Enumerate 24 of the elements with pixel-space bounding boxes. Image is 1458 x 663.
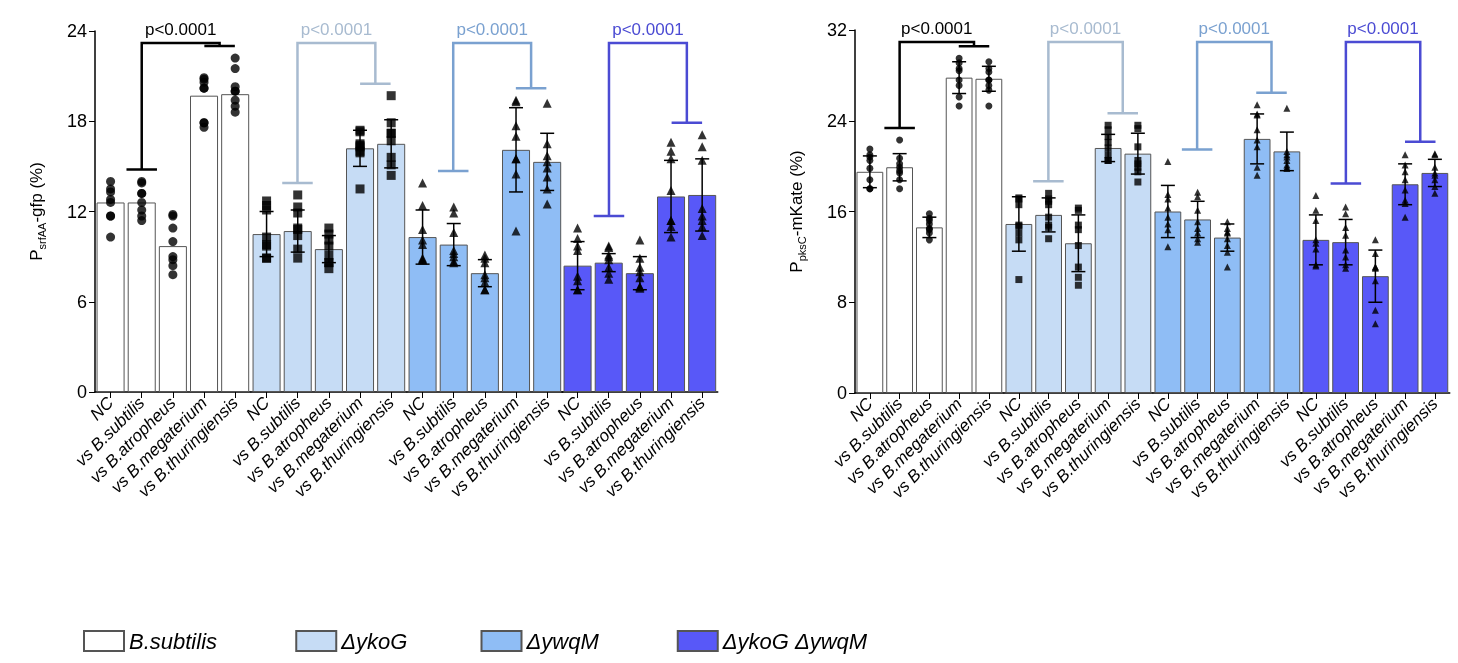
y-axis-title: PpksC-mKate (%) xyxy=(787,150,808,273)
y-tick-label: 24 xyxy=(826,110,847,131)
annotation: p<0.0001 xyxy=(1198,19,1271,38)
legend-label: B.subtilis xyxy=(129,628,218,654)
annotation: p<0.0001 xyxy=(144,20,217,39)
y-tick-label: 0 xyxy=(76,382,87,402)
annotation: p<0.0001 xyxy=(612,20,684,39)
y-tick-label: 8 xyxy=(836,292,847,313)
legend-label: ΔykoG ΔywqM xyxy=(722,628,869,654)
y-tick-label: 6 xyxy=(76,291,87,312)
y-tick-label: 24 xyxy=(66,21,87,41)
annotation: p<0.0001 xyxy=(456,20,528,39)
y-tick-label: 0 xyxy=(836,383,847,403)
y-tick-label: 32 xyxy=(826,20,847,40)
y-axis-title: PsrfAA-gfp (%) xyxy=(27,162,48,261)
legend-label: ΔywqM xyxy=(525,628,599,654)
y-tick-label: 18 xyxy=(66,111,87,132)
annotation: p<0.0001 xyxy=(1347,19,1419,38)
legend-label: ΔykoG xyxy=(340,628,408,654)
annotation: p<0.0001 xyxy=(901,19,973,38)
annotation: p<0.0001 xyxy=(300,20,373,39)
y-tick-label: 16 xyxy=(826,201,847,222)
y-tick-label: 12 xyxy=(66,201,87,222)
annotation: p<0.0001 xyxy=(1049,19,1122,38)
